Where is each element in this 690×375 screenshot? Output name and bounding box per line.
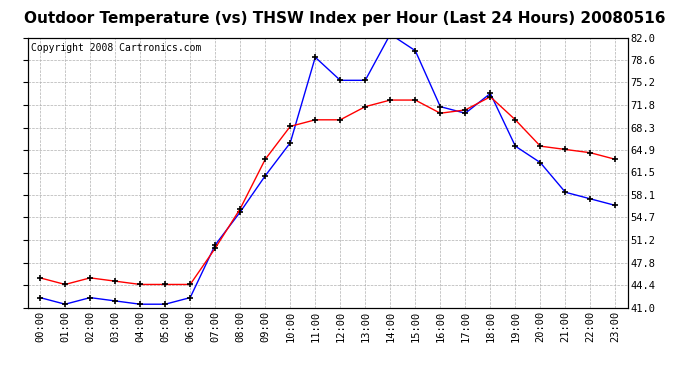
Text: Outdoor Temperature (vs) THSW Index per Hour (Last 24 Hours) 20080516: Outdoor Temperature (vs) THSW Index per … [24,11,666,26]
Text: Copyright 2008 Cartronics.com: Copyright 2008 Cartronics.com [30,43,201,53]
